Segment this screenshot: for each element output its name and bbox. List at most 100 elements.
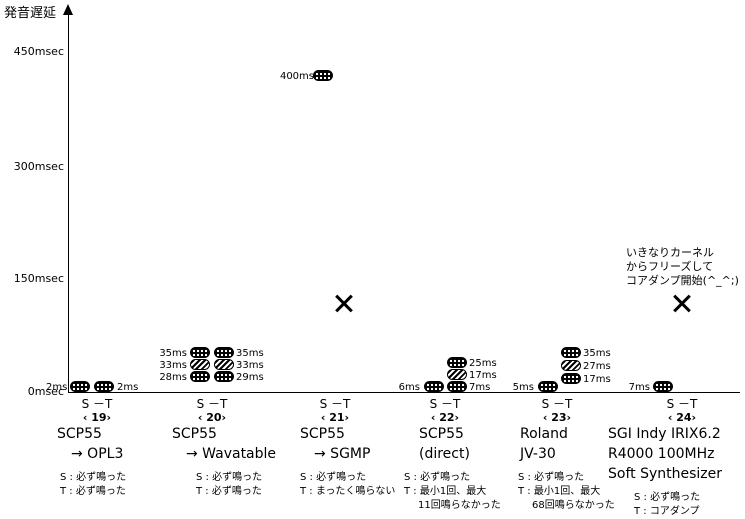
value-label-19-t: 2ms [117, 382, 139, 393]
col-subgroup-24: S －T [666, 397, 698, 411]
data-marker-20-t-1 [214, 347, 234, 358]
col-note-20-s: S : 必ず鳴った [196, 472, 263, 483]
value-label-23-t-2: 27ms [583, 361, 611, 372]
col-notes-20: S : 必ず鳴った T : 必ず鳴った [196, 471, 262, 499]
data-marker-22-t-3 [447, 381, 467, 392]
col-name-21-line1: SCP55 [300, 426, 345, 442]
data-marker-22-t-2 [447, 369, 467, 380]
col-notes-21: S : 必ず鳴った T : まったく鳴らない [300, 471, 395, 499]
col-name-23: Roland JV-30 [520, 424, 568, 464]
col-subgroup-22: S －T [429, 397, 461, 411]
col-name-19-line2: → OPL3 [71, 446, 124, 462]
x-axis-line [68, 392, 740, 393]
value-label-23-s: 5ms [512, 382, 534, 393]
col-name-23-line1: Roland [520, 426, 568, 442]
col-note-21-t: T : まったく鳴らない [300, 486, 396, 497]
value-label-20-s-1: 35ms [159, 348, 187, 359]
data-marker-23-t-1 [561, 347, 581, 358]
col-note-22-s: S : 必ず鳴った [404, 472, 471, 483]
col-subgroup-20: S －T [196, 397, 228, 411]
value-label-20-t-2: 33ms [236, 360, 264, 371]
col-notes-24: S : 必ず鳴った T : コアダンプ [634, 491, 700, 519]
y-tick-label-300: 300msec [13, 160, 64, 173]
data-marker-19-t [94, 381, 114, 392]
col-note-23-t: T : 最小1回、最大 [518, 486, 601, 497]
col-note-19-t: T : 必ず鳴った [60, 486, 126, 497]
col-name-24-line3: Soft Synthesizer [608, 466, 722, 482]
data-marker-24-s [653, 381, 673, 392]
col-name-24-line2: R4000 100MHz [608, 446, 715, 462]
value-label-20-t-3: 29ms [236, 372, 264, 383]
col-note-19-s: S : 必ず鳴った [60, 472, 127, 483]
col-number-21: ‹ 21› [320, 411, 350, 424]
col-name-22-line1: SCP55 [419, 426, 464, 442]
col-name-21: SCP55 → SGMP [300, 424, 370, 464]
freeze-annotation-line2: からフリーズして [626, 260, 714, 273]
col-number-19: ‹ 19› [82, 411, 112, 424]
data-marker-21-s [313, 70, 333, 81]
value-label-22-s: 6ms [398, 382, 420, 393]
col-note-22-t2: 11回鳴らなかった [418, 500, 501, 511]
data-marker-20-s-3 [190, 371, 210, 382]
data-marker-22-t-1 [447, 357, 467, 368]
data-marker-23-s [538, 381, 558, 392]
data-marker-23-t-3 [561, 373, 581, 384]
data-marker-23-t-2 [561, 360, 581, 371]
col-name-22: SCP55 (direct) [419, 424, 470, 464]
col-number-24: ‹ 24› [667, 411, 697, 424]
col-name-21-line2: → SGMP [314, 446, 371, 462]
col-note-22-t: T : 最小1回、最大 [404, 486, 487, 497]
freeze-annotation: いきなりカーネル からフリーズして コアダンプ開始(^_^;) [626, 246, 739, 288]
data-marker-20-s-2 [190, 359, 210, 370]
value-label-19-s: 2ms [46, 382, 68, 393]
col-note-23-t2: 68回鳴らなかった [532, 500, 615, 511]
y-axis-title: 発音遅延 [4, 6, 57, 21]
freeze-annotation-line1: いきなりカーネル [626, 246, 714, 259]
freeze-annotation-line3: コアダンプ開始(^_^;) [626, 274, 739, 287]
y-tick-label-0: 0msec [27, 385, 64, 398]
col-note-20-t: T : 必ず鳴った [196, 486, 262, 497]
data-marker-22-s [424, 381, 444, 392]
col-number-20: ‹ 20› [197, 411, 227, 424]
value-label-21-peak: 400ms [279, 71, 314, 82]
col-name-22-line2: (direct) [419, 446, 470, 462]
value-label-23-t-1: 35ms [583, 348, 611, 359]
col-note-24-s: S : 必ず鳴った [634, 492, 701, 503]
col-note-24-t: T : コアダンプ [634, 506, 700, 517]
col-note-21-s: S : 必ず鳴った [300, 472, 367, 483]
col-subgroup-23: S －T [541, 397, 573, 411]
failure-x-icon-21 [333, 292, 355, 314]
col-notes-23: S : 必ず鳴った T : 最小1回、最大 68回鳴らなかった [518, 471, 615, 513]
col-name-19: SCP55 → OPL3 [57, 424, 123, 464]
y-axis-line [68, 12, 69, 392]
value-label-22-t-1: 25ms [469, 358, 497, 369]
y-tick-label-450: 450msec [13, 45, 64, 58]
value-label-22-t-3: 7ms [469, 382, 491, 393]
col-name-20-line2: → Wavatable [186, 446, 277, 462]
col-subgroup-19: S －T [81, 397, 113, 411]
col-number-23: ‹ 23› [542, 411, 572, 424]
failure-x-icon-24 [671, 292, 693, 314]
col-subgroup-21: S －T [319, 397, 351, 411]
col-name-19-line1: SCP55 [57, 426, 102, 442]
data-marker-20-t-3 [214, 371, 234, 382]
data-marker-19-s [70, 381, 90, 392]
value-label-24-s: 7ms [628, 382, 650, 393]
y-tick-label-150: 150msec [13, 272, 64, 285]
col-note-23-s: S : 必ず鳴った [518, 472, 585, 483]
col-notes-19: S : 必ず鳴った T : 必ず鳴った [60, 471, 126, 499]
col-name-24: SGI Indy IRIX6.2 R4000 100MHz Soft Synth… [608, 424, 722, 484]
value-label-20-s-2: 33ms [159, 360, 187, 371]
col-name-20-line1: SCP55 [172, 426, 217, 442]
col-number-22: ‹ 22› [430, 411, 460, 424]
data-marker-20-s-1 [190, 347, 210, 358]
col-name-20: SCP55 → Wavatable [172, 424, 276, 464]
y-axis-arrow-icon [63, 4, 73, 15]
value-label-23-t-3: 17ms [583, 374, 611, 385]
col-notes-22: S : 必ず鳴った T : 最小1回、最大 11回鳴らなかった [404, 471, 501, 513]
col-name-23-line2: JV-30 [520, 446, 556, 462]
data-marker-20-t-2 [214, 359, 234, 370]
col-name-24-line1: SGI Indy IRIX6.2 [608, 426, 721, 442]
value-label-22-t-2: 17ms [469, 370, 497, 381]
